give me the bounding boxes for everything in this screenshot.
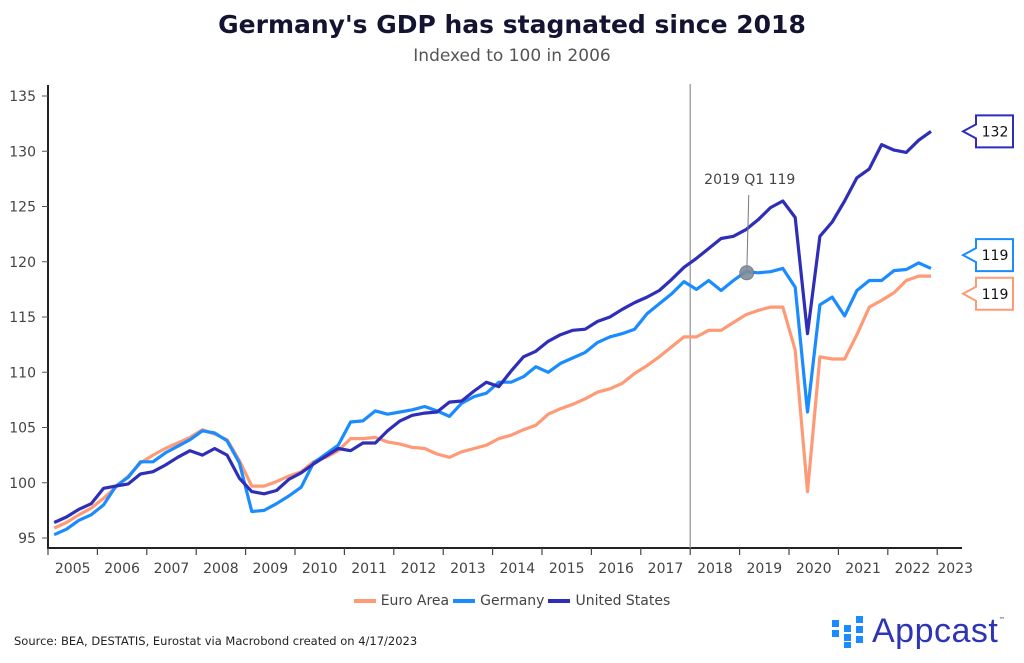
x-tick-label: 2011 — [351, 561, 387, 577]
chart-subtitle: Indexed to 100 in 2006 — [413, 46, 611, 66]
legend-item-germany: Germany — [453, 593, 544, 609]
legend-swatch — [548, 599, 571, 603]
end-label-value: 132 — [982, 124, 1009, 140]
series-line-germany — [53, 261, 932, 537]
x-tick-label: 2016 — [598, 561, 634, 577]
x-tick-label: 2021 — [845, 561, 881, 577]
annotation-leader-line — [746, 194, 750, 273]
legend-label: Germany — [480, 593, 545, 609]
appcast-logo: Appcast ™ — [832, 612, 1005, 651]
x-tick-label: 2009 — [252, 561, 288, 577]
x-tick-label: 2005 — [55, 561, 91, 577]
x-tick-label: 2020 — [796, 561, 832, 577]
y-tick-label: 135 — [9, 89, 36, 105]
source-note: Source: BEA, DESTATIS, Eurostat via Macr… — [14, 634, 418, 648]
annotation-marker — [739, 265, 755, 281]
x-tick-label: 2023 — [937, 561, 973, 577]
x-tick-label: 2018 — [697, 561, 733, 577]
chart-title: Germany's GDP has stagnated since 2018 — [218, 10, 806, 39]
y-tick-label: 100 — [9, 476, 36, 492]
legend-swatch — [353, 599, 376, 603]
y-tick-label: 130 — [9, 144, 36, 160]
y-tick-label: 105 — [9, 421, 36, 437]
x-tick-label: 2019 — [746, 561, 782, 577]
line-chart: 95 100 105 110 115 120 125 130 135 2005 2006 2007 20… — [9, 84, 1014, 577]
end-label-box — [960, 276, 1014, 311]
y-tick-label: 125 — [9, 200, 36, 216]
series-line-united-states — [53, 130, 932, 524]
x-tick-label: 2022 — [895, 561, 931, 577]
y-tick-label: 115 — [9, 310, 36, 326]
y-tick-label: 95 — [18, 531, 36, 547]
end-label-value: 119 — [982, 248, 1009, 264]
legend-label: United States — [575, 593, 671, 609]
legend: Euro Area Germany United States — [0, 591, 1024, 609]
x-tick-label: 2013 — [450, 561, 486, 577]
end-label-box — [960, 238, 1014, 273]
trademark: ™ — [998, 616, 1006, 624]
y-tick-label: 110 — [9, 365, 36, 381]
end-label-germany: 119 — [960, 238, 1014, 273]
annotation-label: 2019 Q1 119 — [704, 172, 795, 188]
y-tick-label: 120 — [9, 255, 36, 271]
x-tick-label: 2012 — [401, 561, 437, 577]
appcast-logo-icon — [832, 615, 863, 648]
x-tick-label: 2006 — [104, 561, 140, 577]
legend-label: Euro Area — [380, 593, 450, 609]
legend-item-euro-area: Euro Area — [353, 593, 450, 609]
x-tick-label: 2010 — [302, 561, 338, 577]
end-label-value: 119 — [982, 287, 1009, 303]
x-tick-label: 2014 — [499, 561, 535, 577]
end-label-box — [960, 114, 1014, 149]
x-tick-label: 2008 — [203, 561, 239, 577]
x-tick-label: 2007 — [154, 561, 190, 577]
series-line-euro-area — [53, 274, 931, 530]
appcast-logo-text: Appcast — [872, 612, 999, 650]
legend-item-united-states: United States — [548, 593, 670, 609]
x-tick-label: 2015 — [549, 561, 585, 577]
legend-swatch — [453, 599, 476, 603]
end-label-euro-area: 119 — [960, 276, 1014, 311]
end-label-united-states: 132 — [960, 114, 1014, 149]
x-tick-label: 2017 — [648, 561, 684, 577]
